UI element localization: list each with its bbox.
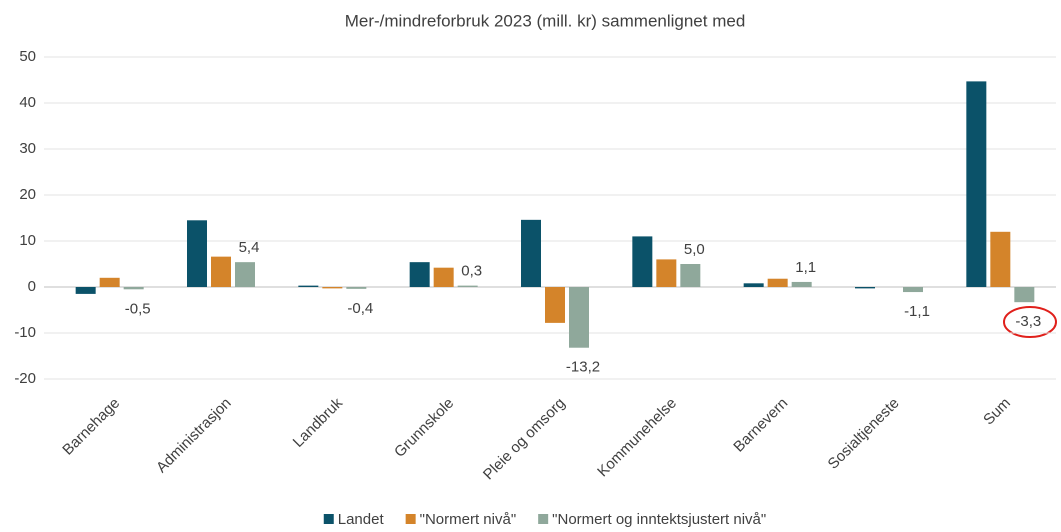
bar: [521, 219, 541, 287]
y-tick-label: -10: [14, 324, 36, 341]
bar: [235, 262, 255, 287]
y-tick-label: 40: [19, 94, 36, 111]
x-tick-label: Landbruk: [290, 394, 347, 451]
x-tick-label: Barnehage: [59, 395, 123, 459]
bar: [457, 285, 478, 287]
data-label: -0,4: [347, 300, 373, 317]
bar: [680, 264, 701, 287]
x-tick-label: Administrasjon: [153, 395, 235, 477]
bar: [298, 285, 319, 287]
y-tick-label: 10: [19, 232, 36, 249]
y-tick-label: 0: [28, 278, 36, 295]
x-tick-label: Sosialtjeneste: [825, 395, 903, 473]
bar: [569, 287, 589, 348]
y-tick-label: 30: [19, 140, 36, 157]
data-label: -1,1: [904, 303, 930, 320]
legend-label: "Normert nivå": [420, 511, 517, 528]
y-tick-label: -20: [14, 370, 36, 387]
data-label: 5,0: [684, 241, 705, 258]
data-label: -0,5: [125, 300, 151, 317]
legend-swatch: [405, 514, 416, 524]
data-label: 1,1: [795, 259, 816, 276]
bar: [966, 81, 987, 287]
chart-title: Mer-/mindreforbruk 2023 (mill. kr) samme…: [345, 11, 746, 30]
bar: [903, 287, 923, 293]
x-tick-label: Pleie og omsorg: [480, 395, 569, 484]
bar: [545, 287, 565, 323]
bar: [187, 220, 207, 287]
bar: [855, 287, 875, 289]
data-label: 5,4: [239, 239, 260, 256]
x-tick-label: Grunnskole: [391, 395, 457, 461]
y-tick-label: 20: [19, 186, 36, 203]
data-label: -3,3: [1015, 313, 1041, 330]
bar: [346, 287, 367, 289]
x-tick-label: Sum: [980, 395, 1014, 429]
bar: [211, 256, 231, 287]
bar: [123, 287, 144, 290]
bar: [433, 267, 454, 287]
bar: [632, 236, 653, 287]
bar: [1014, 287, 1035, 303]
legend-label: Landet: [338, 511, 385, 528]
bar: [990, 231, 1011, 287]
bar: [99, 277, 120, 287]
highlight-ellipse: [1003, 306, 1057, 338]
bar: [409, 262, 430, 287]
bar: [743, 283, 764, 287]
legend-swatch: [323, 514, 334, 524]
data-label: -13,2: [566, 359, 600, 376]
y-tick-label: 50: [19, 48, 36, 65]
legend-label: "Normert og inntektsjustert nivå": [552, 511, 766, 528]
bar: [322, 287, 343, 289]
bar: [767, 278, 788, 287]
data-label: 0,3: [461, 263, 482, 280]
bar: [75, 287, 96, 294]
x-tick-label: Kommunehelse: [594, 395, 680, 481]
bar: [656, 259, 677, 287]
bar: [791, 281, 812, 287]
legend-swatch: [538, 514, 549, 524]
x-tick-label: Barnevern: [730, 395, 791, 456]
